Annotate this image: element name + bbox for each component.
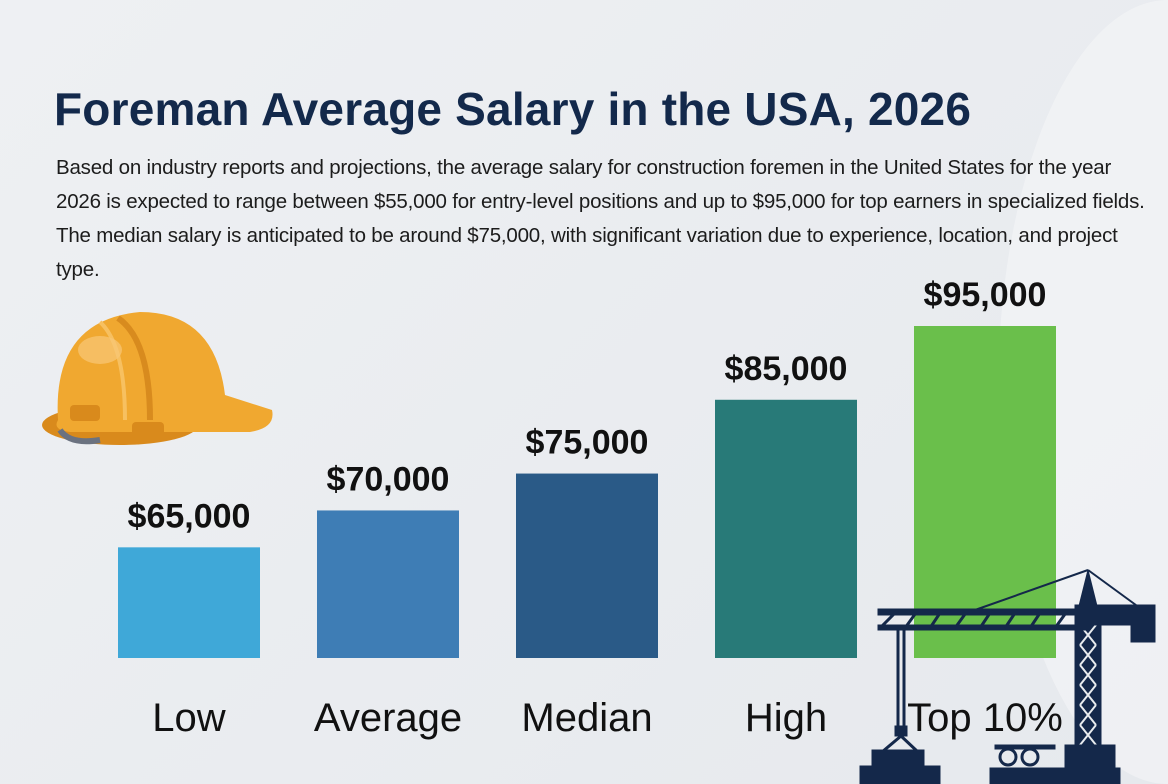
chart-title: Foreman Average Salary in the USA, 2026 bbox=[54, 83, 972, 135]
bar-2 bbox=[516, 473, 658, 658]
tower-crane-icon bbox=[859, 569, 1156, 784]
category-label: Average bbox=[314, 696, 462, 740]
category-label: Top 10% bbox=[907, 696, 1063, 740]
data-label: $95,000 bbox=[924, 276, 1047, 314]
data-label: $65,000 bbox=[128, 497, 251, 535]
bar-0 bbox=[118, 547, 260, 658]
hard-hat-icon bbox=[42, 312, 273, 445]
data-label: $85,000 bbox=[725, 350, 848, 388]
bar-3 bbox=[715, 399, 857, 658]
data-label: $70,000 bbox=[327, 460, 450, 498]
category-label: Low bbox=[152, 696, 225, 740]
category-label: Median bbox=[521, 696, 652, 740]
chart-subtitle: Based on industry reports and projection… bbox=[56, 156, 1145, 281]
bar-4 bbox=[914, 326, 1056, 658]
category-label: High bbox=[745, 696, 827, 740]
data-label: $75,000 bbox=[526, 424, 649, 462]
bar-1 bbox=[317, 510, 459, 658]
